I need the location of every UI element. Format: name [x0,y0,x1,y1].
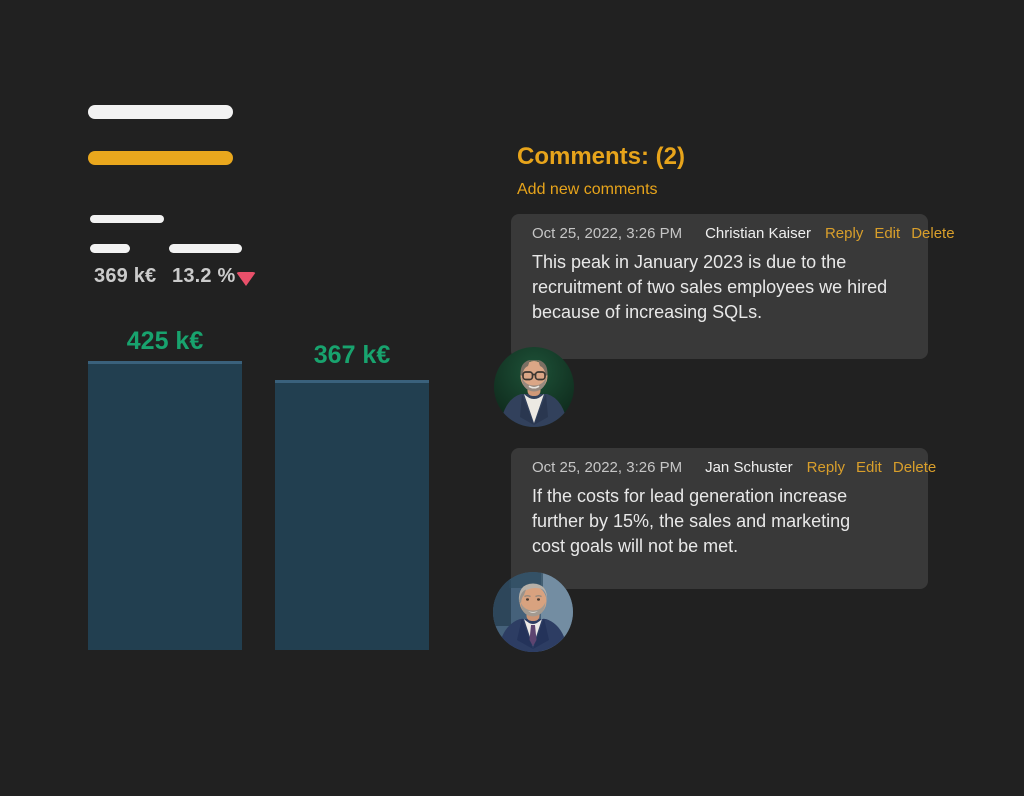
kpi-value: 369 k€ [94,265,157,287]
comment-header: Oct 25, 2022, 3:26 PM Christian Kaiser R… [532,225,955,242]
comment-timestamp: Oct 25, 2022, 3:26 PM [532,459,683,476]
skeleton-bar-subtitle [90,215,164,223]
skeleton-bar-title [88,105,233,119]
delete-link[interactable]: Delete [911,225,955,242]
edit-link[interactable]: Edit [856,459,882,476]
comment-timestamp: Oct 25, 2022, 3:26 PM [532,225,683,242]
reply-link[interactable]: Reply [806,459,845,476]
delete-link[interactable]: Delete [892,459,937,476]
comment-header: Oct 25, 2022, 3:26 PM Jan Schuster Reply… [532,459,936,476]
skeleton-bar-highlight-amber [88,151,233,165]
comment-actions: Reply Edit Delete [807,459,937,476]
comment-author: Jan Schuster [705,459,793,476]
comment-actions: Reply Edit Delete [825,225,955,242]
bar-value-label-2: 367 k€ [313,341,391,369]
portrait-man-glasses-icon [494,347,574,427]
avatar-christian-kaiser [494,347,574,427]
reply-link[interactable]: Reply [824,225,864,242]
chart-bar-1[interactable] [88,361,242,650]
comment-card: Oct 25, 2022, 3:26 PM Jan Schuster Reply… [511,448,936,589]
kpi-change-percent: 13.2 % [172,265,236,287]
comment-author: Christian Kaiser [705,225,811,242]
comment-text: If the costs for lead generation increas… [532,486,851,556]
chart-bar-2[interactable] [275,380,429,650]
portrait-man-suit-icon [493,572,573,652]
trend-down-icon [236,272,256,286]
comments-panel-title: Comments: (2) [517,143,686,170]
bar-value-label-1: 425 k€ [126,327,204,355]
skeleton-bar-small-right [169,244,242,253]
skeleton-bar-small-left [90,244,130,253]
add-new-comments-link[interactable]: Add new comments [517,181,658,198]
avatar-jan-schuster [493,572,573,652]
comment-text: This peak in January 2023 is due to the … [532,252,888,322]
comment-card: Oct 25, 2022, 3:26 PM Christian Kaiser R… [511,214,955,359]
edit-link[interactable]: Edit [874,225,901,242]
